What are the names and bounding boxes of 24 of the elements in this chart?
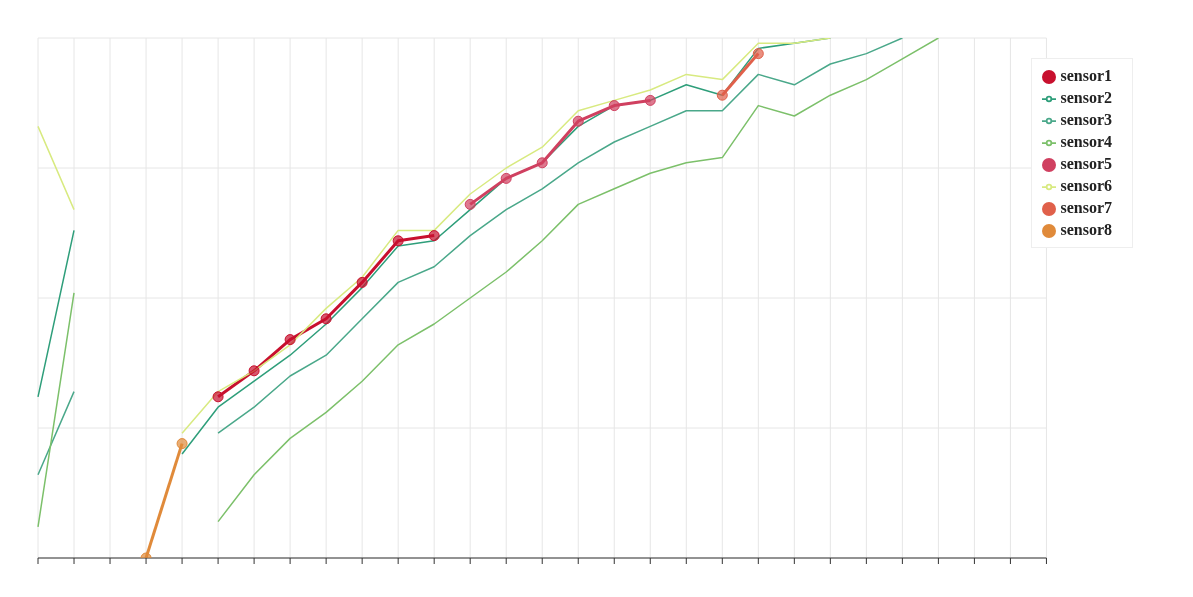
point — [248, 365, 260, 377]
legend-label: sensor4 — [1060, 133, 1112, 150]
point — [608, 100, 620, 112]
legend-label: sensor1 — [1060, 67, 1112, 84]
legend-label: sensor5 — [1060, 155, 1112, 172]
legend-label: sensor6 — [1060, 177, 1112, 194]
point — [392, 235, 404, 247]
legend-label: sensor2 — [1060, 89, 1112, 106]
point — [428, 230, 440, 242]
point — [356, 276, 368, 288]
point — [572, 115, 584, 127]
point — [464, 198, 476, 210]
point — [176, 438, 188, 450]
point — [284, 334, 296, 346]
point — [500, 172, 512, 184]
point — [752, 48, 764, 60]
legend-label: sensor3 — [1060, 111, 1112, 128]
legend-label: sensor7 — [1060, 199, 1112, 216]
point — [716, 89, 728, 101]
point — [320, 313, 332, 325]
point — [536, 157, 548, 169]
legend-label: sensor8 — [1060, 221, 1112, 238]
point — [212, 391, 224, 403]
point — [644, 94, 656, 106]
